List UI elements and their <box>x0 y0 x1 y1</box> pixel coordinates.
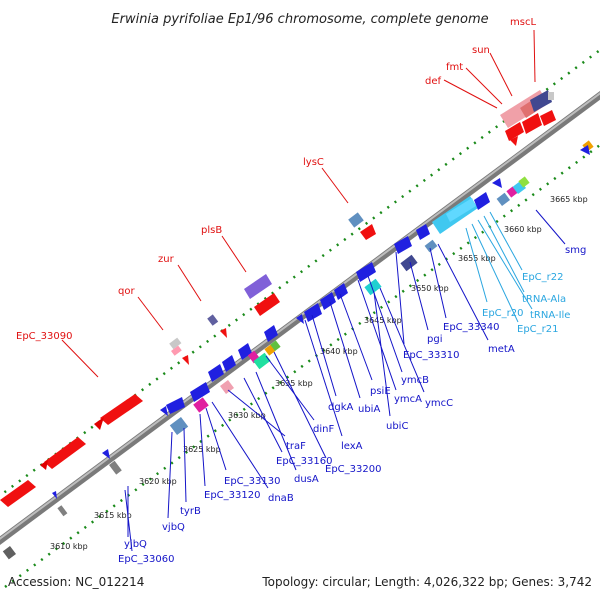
gene-box[interactable] <box>109 461 122 475</box>
gene-box[interactable] <box>220 380 234 394</box>
gene-arrow[interactable] <box>254 293 280 316</box>
gene-label-pgi[interactable]: pgi <box>427 334 442 345</box>
gene-label-sun[interactable]: sun <box>472 45 490 56</box>
gene-label-def[interactable]: def <box>425 76 442 87</box>
gene-arrow-head <box>94 417 104 430</box>
gene-arrow-head <box>40 460 48 470</box>
gene-label-EpC_33160[interactable]: EpC_33160 <box>276 456 332 467</box>
label-connector <box>490 53 512 96</box>
gene-label-dinF[interactable]: dinF <box>313 424 334 435</box>
label-connector <box>322 168 348 203</box>
gene-label-metA[interactable]: metA <box>488 344 515 355</box>
gene-box[interactable] <box>207 314 218 325</box>
gene-box[interactable] <box>548 92 554 100</box>
gene-label-EpC_33340[interactable]: EpC_33340 <box>443 322 499 333</box>
gene-label-ubiC[interactable]: ubiC <box>386 421 408 432</box>
label-connector <box>430 248 446 318</box>
gene-label-yjbQ[interactable]: yjbQ <box>124 539 147 550</box>
map-title: Erwinia pyrifoliae Ep1/96 chromosome, co… <box>111 12 488 27</box>
gene-arrow[interactable] <box>0 480 36 507</box>
label-connector <box>534 30 535 82</box>
scale-label: 3660 kbp <box>504 225 542 234</box>
gene-box[interactable] <box>170 417 188 435</box>
gene-label-EpC_r21[interactable]: EpC_r21 <box>517 324 558 335</box>
label-connector <box>138 297 163 330</box>
scale-label: 3610 kbp <box>50 542 88 551</box>
label-connector <box>184 428 186 502</box>
genome-map-canvas: Erwinia pyrifoliae Ep1/96 chromosome, co… <box>0 0 600 600</box>
gene-box[interactable] <box>400 255 417 271</box>
gene-label-smg[interactable]: smg <box>565 245 586 256</box>
gene-label-qor[interactable]: qor <box>118 286 135 297</box>
gene-arrow[interactable] <box>492 178 502 188</box>
gene-label-EpC_33130[interactable]: EpC_33130 <box>224 476 280 487</box>
label-connector <box>206 408 226 470</box>
gene-label-EpC_33310[interactable]: EpC_33310 <box>403 350 459 361</box>
gene-arrow[interactable] <box>220 328 227 338</box>
scale-label: 3665 kbp <box>550 195 588 204</box>
gene-label-EpC_33090[interactable]: EpC_33090 <box>16 331 72 342</box>
accession-text: Accession: NC_012214 <box>8 575 144 589</box>
gene-box[interactable] <box>244 274 272 299</box>
gene-box[interactable] <box>3 546 16 559</box>
gene-label-lexA[interactable]: lexA <box>341 441 363 452</box>
scale-labels: 3610 kbp3615 kbp3620 kbp3625 kbp3630 kbp… <box>50 195 588 551</box>
gene-label-plsB[interactable]: plsB <box>201 225 222 236</box>
label-connector <box>358 280 396 390</box>
gene-arrow[interactable] <box>182 355 189 365</box>
label-connector <box>444 80 497 108</box>
gene-box[interactable] <box>57 505 67 516</box>
gene-label-traF[interactable]: traF <box>286 441 306 452</box>
label-connector <box>374 292 390 416</box>
gene-box[interactable] <box>364 279 381 295</box>
gene-arrow[interactable] <box>102 449 110 459</box>
gene-label-lysC[interactable]: lysC <box>303 157 324 168</box>
scale-label: 3635 kbp <box>275 379 313 388</box>
genome-map: Erwinia pyrifoliae Ep1/96 chromosome, co… <box>0 0 600 600</box>
gene-label-fmt[interactable]: fmt <box>446 62 463 73</box>
gene-label-EpC_r22[interactable]: EpC_r22 <box>522 272 563 283</box>
reverse-gene-labels: EpC_33060 yjbQ vjbQ tyrB EpC_33120 EpC_3… <box>118 210 586 565</box>
scale-label: 3620 kbp <box>139 477 177 486</box>
gene-box[interactable] <box>348 212 364 227</box>
gene-label-dgkA[interactable]: dgkA <box>328 402 353 413</box>
gene-arrow[interactable] <box>360 224 376 240</box>
gene-label-zur[interactable]: zur <box>158 254 175 265</box>
gene-label-dusA[interactable]: dusA <box>294 474 319 485</box>
gene-label-EpC_r20[interactable]: EpC_r20 <box>482 308 523 319</box>
gene-label-tyrB[interactable]: tyrB <box>180 506 201 517</box>
gene-label-EpC_33060[interactable]: EpC_33060 <box>118 554 174 565</box>
gene-arrow[interactable] <box>540 110 556 126</box>
gene-arrow[interactable] <box>160 406 168 416</box>
label-connector <box>222 236 246 272</box>
label-connector <box>305 320 342 436</box>
gene-label-dnaB[interactable]: dnaB <box>268 493 294 504</box>
topology-summary: Topology: circular; Length: 4,026,322 bp… <box>261 575 592 589</box>
gene-arrow[interactable] <box>190 382 210 402</box>
label-connector <box>62 340 98 377</box>
gene-label-vjbQ[interactable]: vjbQ <box>162 522 185 533</box>
gene-label-ymcC[interactable]: ymcC <box>425 398 453 409</box>
reverse-scale-line <box>5 145 600 587</box>
gene-arrow[interactable] <box>44 437 86 469</box>
scale-label: 3615 kbp <box>94 511 132 520</box>
label-connector <box>168 432 172 518</box>
gene-label-ymcA[interactable]: ymcA <box>394 394 422 405</box>
gene-label-ymcB[interactable]: ymcB <box>401 375 429 386</box>
gene-label-EpC_33200[interactable]: EpC_33200 <box>325 464 381 475</box>
gene-label-mscL[interactable]: mscL <box>510 17 536 28</box>
label-connector <box>410 262 428 330</box>
label-connector <box>466 68 502 104</box>
gene-label-EpC_33120[interactable]: EpC_33120 <box>204 490 260 501</box>
label-connector <box>466 228 487 302</box>
gene-arrow[interactable] <box>100 394 143 425</box>
gene-label-tRNA-Ile[interactable]: tRNA-Ile <box>530 310 570 321</box>
label-connector <box>178 265 201 301</box>
gene-box[interactable] <box>497 193 510 206</box>
gene-label-ubiA[interactable]: ubiA <box>358 404 380 415</box>
scale-label: 3640 kbp <box>320 347 358 356</box>
